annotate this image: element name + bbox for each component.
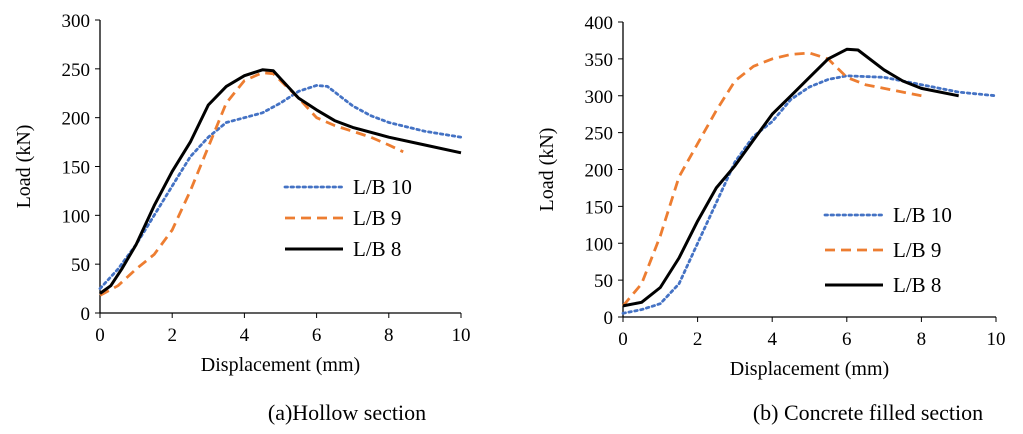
y-tick-label: 400 [585, 13, 614, 34]
chart-caption: (a)Hollow section [268, 400, 426, 425]
x-tick-label: 6 [312, 325, 322, 346]
y-axis-label: Load (kN) [13, 125, 35, 209]
series-line [99, 71, 404, 297]
x-axis-label: Displacement (mm) [201, 354, 360, 376]
y-tick-label: 150 [585, 197, 614, 218]
x-tick-label: 10 [452, 325, 471, 346]
x-tick-label: 6 [842, 329, 852, 350]
series-line [621, 74, 998, 315]
series-line [621, 51, 922, 307]
y-tick-label: 0 [604, 308, 614, 329]
x-tick-label: 4 [240, 325, 250, 346]
x-axis-label: Displacement (mm) [730, 358, 889, 380]
legend-label: L/B 9 [893, 238, 941, 262]
legend-label: L/B 9 [353, 206, 401, 230]
y-tick-label: 0 [81, 304, 91, 325]
x-tick-label: 0 [95, 325, 105, 346]
legend-label: L/B 8 [893, 273, 941, 297]
x-tick-label: 8 [917, 329, 927, 350]
chart-caption: (b) Concrete filled section [753, 400, 983, 425]
y-tick-label: 50 [71, 255, 90, 276]
y-tick-label: 200 [62, 109, 91, 130]
x-tick-label: 10 [987, 329, 1006, 350]
y-tick-label: 350 [585, 50, 614, 71]
series-line [622, 47, 959, 308]
series-line [98, 84, 463, 290]
x-tick-label: 2 [167, 325, 177, 346]
y-tick-label: 100 [585, 234, 614, 255]
y-tick-label: 200 [585, 161, 614, 182]
legend-label: L/B 10 [893, 203, 952, 227]
legend-label: L/B 10 [353, 175, 412, 199]
legend-label: L/B 8 [353, 237, 401, 261]
x-tick-label: 4 [767, 329, 777, 350]
y-tick-label: 50 [594, 271, 613, 292]
y-tick-label: 300 [62, 11, 91, 32]
series-line [99, 68, 462, 295]
x-tick-label: 2 [693, 329, 703, 350]
x-tick-label: 8 [384, 325, 394, 346]
x-tick-label: 0 [618, 329, 628, 350]
y-axis-label: Load (kN) [536, 128, 558, 212]
y-tick-label: 100 [62, 206, 91, 227]
y-tick-label: 250 [585, 124, 614, 145]
y-tick-label: 250 [62, 60, 91, 81]
y-tick-label: 150 [62, 158, 91, 179]
y-tick-label: 300 [585, 87, 614, 108]
chart-concrete-filled-section: 0 2 4 6 8 10050100150200250300350400Displacem… [536, 13, 1006, 425]
